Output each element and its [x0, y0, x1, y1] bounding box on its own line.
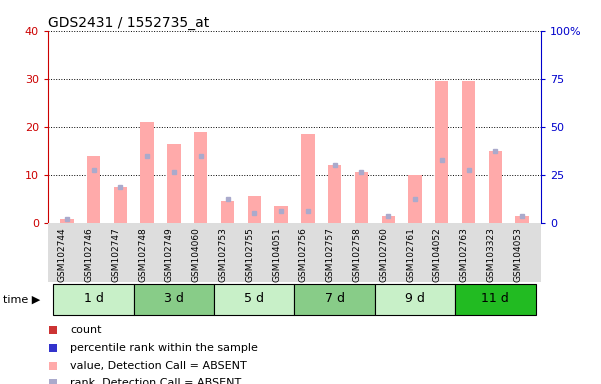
Text: GSM102755: GSM102755	[245, 227, 254, 282]
Text: GSM104051: GSM104051	[272, 227, 281, 282]
Bar	[114, 187, 127, 223]
Text: percentile rank within the sample: percentile rank within the sample	[70, 343, 258, 353]
Bar	[294, 284, 375, 315]
Text: GSM102760: GSM102760	[379, 227, 388, 282]
Text: GSM104060: GSM104060	[192, 227, 201, 282]
Bar	[489, 151, 502, 223]
Bar	[375, 284, 455, 315]
Bar	[301, 134, 314, 223]
Bar	[516, 215, 529, 223]
Text: 11 d: 11 d	[481, 292, 509, 305]
Bar	[221, 201, 234, 223]
Text: GSM102763: GSM102763	[460, 227, 469, 282]
Bar	[214, 284, 294, 315]
Text: GSM102748: GSM102748	[138, 227, 147, 282]
Text: GSM102746: GSM102746	[85, 227, 94, 282]
Bar	[275, 206, 288, 223]
Text: GSM102758: GSM102758	[352, 227, 361, 282]
Text: GSM102744: GSM102744	[58, 227, 67, 282]
Bar	[248, 196, 261, 223]
Text: GSM103323: GSM103323	[486, 227, 495, 282]
Text: GSM102747: GSM102747	[111, 227, 120, 282]
Bar	[355, 172, 368, 223]
Bar	[328, 165, 341, 223]
Text: 1 d: 1 d	[84, 292, 103, 305]
Text: count: count	[70, 326, 102, 336]
Bar	[141, 122, 154, 223]
Text: GSM102756: GSM102756	[299, 227, 308, 282]
Text: rank, Detection Call = ABSENT: rank, Detection Call = ABSENT	[70, 378, 242, 384]
Text: GSM102761: GSM102761	[406, 227, 415, 282]
Bar	[435, 81, 448, 223]
Bar	[408, 175, 422, 223]
Text: 3 d: 3 d	[164, 292, 184, 305]
Bar	[462, 81, 475, 223]
Text: value, Detection Call = ABSENT: value, Detection Call = ABSENT	[70, 361, 247, 371]
Text: 7 d: 7 d	[325, 292, 344, 305]
Bar	[134, 284, 214, 315]
Bar	[167, 144, 181, 223]
Text: GSM102749: GSM102749	[165, 227, 174, 282]
Text: GSM102753: GSM102753	[219, 227, 228, 282]
Text: GDS2431 / 1552735_at: GDS2431 / 1552735_at	[48, 16, 209, 30]
Text: GSM104053: GSM104053	[513, 227, 522, 282]
Text: GSM104052: GSM104052	[433, 227, 442, 282]
Bar	[53, 284, 134, 315]
Text: time ▶: time ▶	[3, 295, 40, 305]
Bar	[382, 215, 395, 223]
Bar	[455, 284, 535, 315]
Text: 9 d: 9 d	[405, 292, 425, 305]
Bar	[194, 131, 207, 223]
Bar	[60, 219, 73, 223]
Text: GSM102757: GSM102757	[326, 227, 335, 282]
Text: 5 d: 5 d	[245, 292, 264, 305]
Bar	[87, 156, 100, 223]
